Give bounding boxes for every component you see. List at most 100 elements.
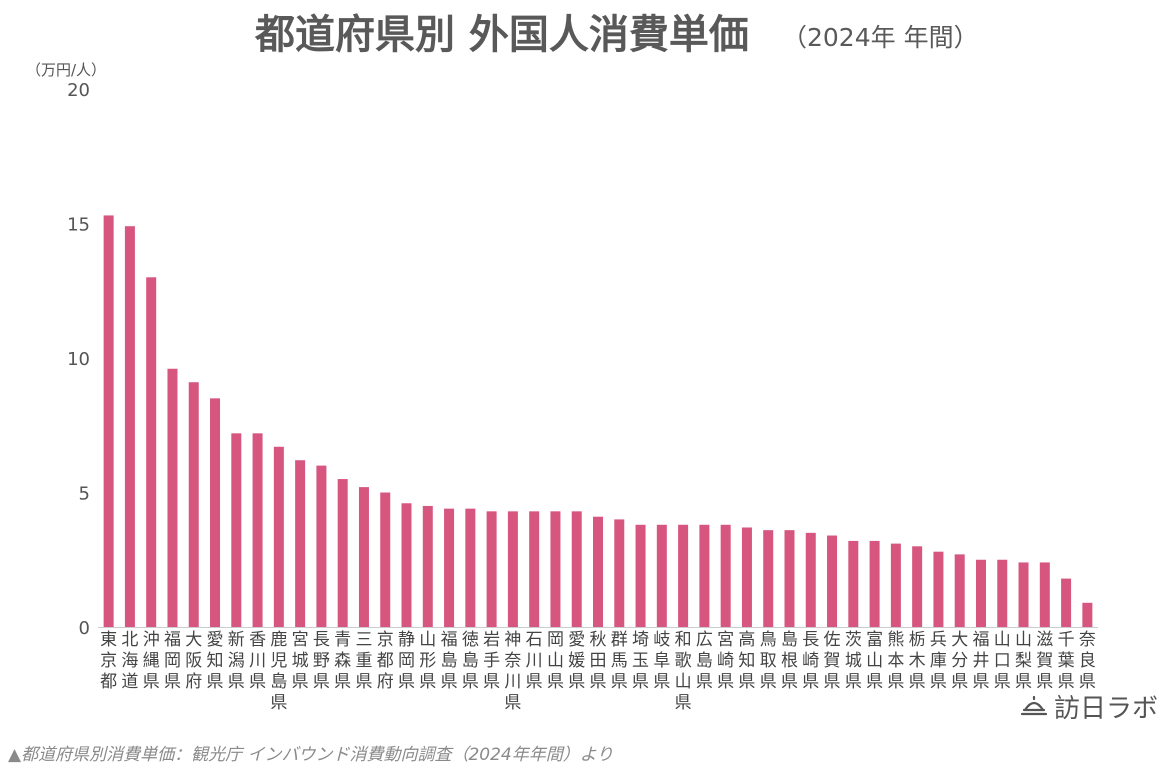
bar: [741, 527, 752, 627]
x-tick-label: 和歌山県: [675, 630, 692, 713]
x-tick-label: 香川県: [249, 630, 266, 692]
x-tick-label: 神奈川県: [504, 630, 521, 713]
x-axis-labels: 東京都北海道沖縄県福岡県大阪府愛知県新潟県香川県鹿児島県宮城県長野県青森県三重県…: [100, 630, 1096, 713]
x-tick-label: 鹿児島県: [270, 630, 287, 713]
source-note: ▲都道府県別消費単価：観光庁 インバウンド消費動向調査（2024年年間）より: [8, 745, 613, 765]
bar: [827, 535, 838, 627]
bar: [231, 433, 242, 627]
x-tick-label: 茨城県: [845, 630, 862, 692]
bar: [635, 524, 646, 627]
bar: [975, 559, 986, 627]
x-tick-label: 福岡県: [164, 630, 181, 692]
bar: [444, 508, 455, 627]
logo-text: 訪日ラボ: [1054, 694, 1158, 724]
bar: [273, 446, 284, 627]
x-tick-label: 愛媛県: [568, 630, 585, 692]
x-tick-label: 熊本県: [887, 630, 904, 692]
x-tick-label: 栃木県: [909, 630, 926, 692]
bar: [358, 487, 369, 627]
x-tick-label: 大阪府: [185, 630, 202, 692]
x-tick-label: 高知県: [738, 630, 755, 692]
x-tick-label: 徳島県: [462, 630, 479, 692]
x-tick-label: 東京都: [100, 630, 117, 692]
bar: [146, 277, 157, 627]
x-tick-label: 岡山県: [547, 630, 564, 692]
bar: [210, 398, 221, 627]
bar: [124, 226, 135, 627]
logo: 訪日ラボ: [1020, 694, 1158, 724]
x-tick-label: 沖縄県: [143, 630, 160, 692]
bar: [316, 465, 327, 627]
x-tick-label: 新潟県: [228, 630, 245, 692]
x-tick-label: 山梨県: [1015, 630, 1032, 692]
x-tick-label: 岐阜県: [653, 630, 670, 692]
bar: [465, 508, 476, 627]
x-tick-label: 福島県: [441, 630, 458, 692]
bar: [848, 540, 859, 627]
x-tick-label: 鳥取県: [760, 630, 777, 692]
bar: [507, 511, 518, 627]
bar: [188, 382, 199, 627]
bar: [252, 433, 263, 627]
bar: [656, 524, 667, 627]
bar: [784, 530, 795, 627]
bar: [529, 511, 540, 627]
bar: [571, 511, 582, 627]
bar: [954, 554, 965, 627]
bar: [869, 540, 880, 627]
x-tick-label: 三重県: [355, 630, 372, 692]
bar: [678, 524, 689, 627]
y-tick-label: 10: [67, 349, 90, 370]
x-tick-label: 石川県: [526, 630, 543, 692]
x-tick-label: 広島県: [696, 630, 713, 692]
x-tick-label: 群馬県: [611, 630, 628, 692]
x-tick-label: 奈良県: [1079, 630, 1096, 692]
bar: [167, 368, 178, 627]
bar: [699, 524, 710, 627]
bar: [890, 543, 901, 627]
bar: [550, 511, 561, 627]
bar: [1082, 602, 1093, 627]
chart-title-group: 都道府県別 外国人消費単価 （2024年 年間）: [254, 12, 979, 58]
x-tick-label: 兵庫県: [930, 630, 947, 692]
x-tick-label: 島根県: [781, 630, 798, 692]
y-tick-label: 15: [67, 215, 90, 236]
x-tick-label: 滋賀県: [1036, 630, 1053, 692]
bar: [401, 503, 412, 627]
bars: [103, 215, 1093, 627]
x-tick-label: 長野県: [313, 630, 330, 692]
y-axis-unit-label: （万円/人）: [26, 61, 106, 79]
y-tick-label: 0: [79, 618, 90, 639]
x-tick-label: 埼玉県: [632, 630, 649, 692]
x-tick-label: 長崎県: [802, 630, 819, 692]
bar: [1018, 562, 1029, 627]
bar: [997, 559, 1008, 627]
x-tick-label: 富山県: [866, 630, 883, 692]
bar: [912, 546, 923, 627]
x-tick-label: 宮城県: [292, 630, 309, 692]
bar: [593, 516, 603, 627]
y-axis-ticks: 0 5 10 15 20: [67, 80, 90, 639]
y-tick-label: 5: [79, 484, 90, 505]
x-tick-label: 静岡県: [398, 630, 415, 692]
bar: [933, 551, 944, 627]
x-tick-label: 佐賀県: [824, 630, 841, 692]
bar: [1039, 562, 1050, 627]
bar: [103, 215, 114, 627]
bar: [422, 505, 433, 627]
x-tick-label: 山口県: [994, 630, 1011, 692]
x-tick-label: 大分県: [951, 630, 968, 692]
x-tick-label: 福井県: [972, 630, 989, 692]
bar: [337, 479, 348, 627]
chart-subtitle: （2024年 年間）: [782, 23, 979, 52]
bar: [486, 511, 497, 627]
x-tick-label: 千葉県: [1058, 630, 1075, 692]
bar: [763, 530, 774, 627]
bar: [805, 532, 816, 627]
x-tick-label: 宮崎県: [717, 630, 734, 692]
x-tick-label: 青森県: [334, 630, 351, 692]
bar: [720, 524, 731, 627]
x-tick-label: 京都府: [377, 630, 394, 692]
y-tick-label: 20: [67, 80, 90, 101]
